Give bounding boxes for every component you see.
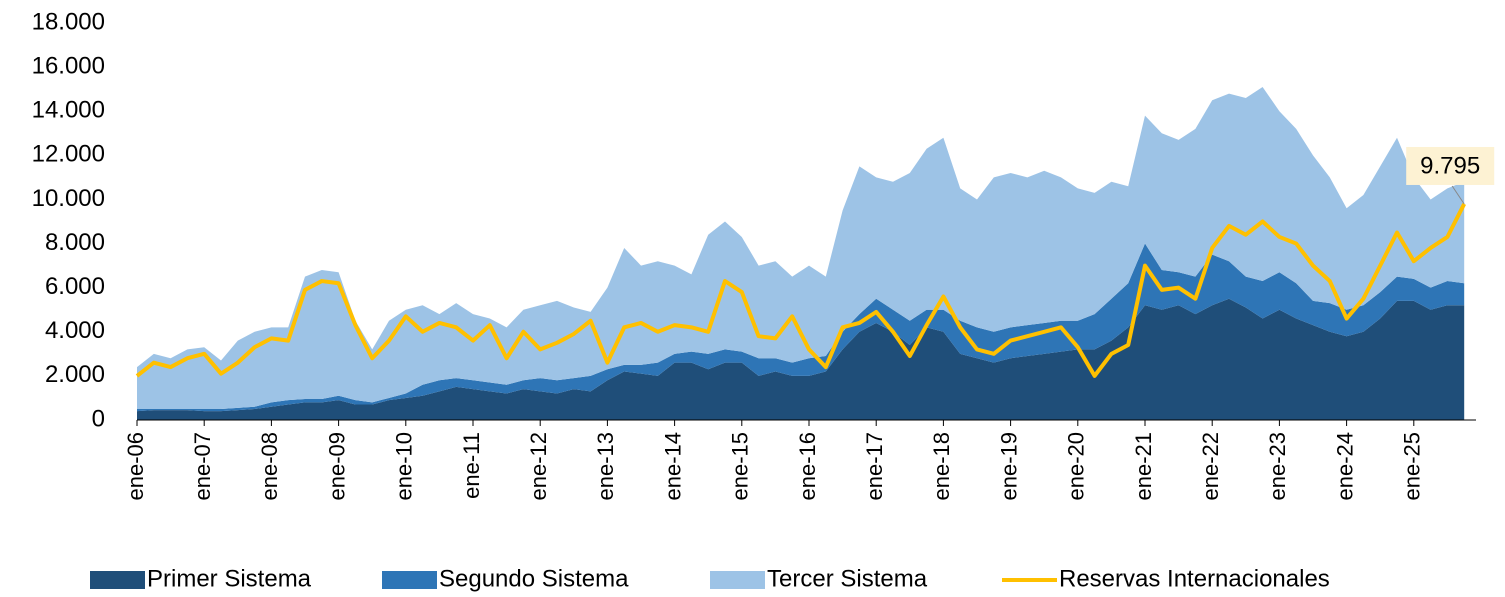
annotation-box [1406,146,1495,185]
x-tick-label: ene-11 [459,432,484,499]
y-tick-label: 10.000 [32,185,105,212]
y-tick-label: 2.000 [45,361,105,388]
legend-label: Tercer Sistema [767,565,928,592]
x-tick-label: ene-19 [996,432,1021,501]
legend-label: Primer Sistema [147,565,312,592]
x-tick-label: ene-17 [862,432,887,501]
x-tick-label: ene-24 [1332,432,1357,501]
legend-swatch [710,571,765,589]
x-tick-label: ene-10 [392,432,417,501]
x-tick-label: ene-25 [1400,432,1425,501]
x-tick-label: ene-20 [1064,432,1089,501]
x-tick-label: ene-18 [929,432,954,501]
line [135,203,1466,378]
x-tick-label: ene-15 [728,432,753,501]
y-tick-label: 6.000 [45,273,105,300]
area [137,86,1465,409]
x-tick-label: ene-14 [660,432,685,501]
x-tick-label: ene-09 [324,432,349,501]
x-tick-label: ene-07 [190,432,215,501]
x-tick-label: ene-12 [526,432,551,501]
legend-swatch [382,571,437,589]
y-tick-label: 14.000 [32,97,105,124]
data-label: 9.795 [1420,152,1480,179]
legend-label: Reservas Internacionales [1059,565,1330,592]
annotation-leader [1451,185,1465,205]
x-tick-label: ene-16 [795,432,820,501]
y-tick-label: 16.000 [32,52,105,79]
x-tick-label: ene-23 [1265,432,1290,501]
legend-label: Segundo Sistema [439,565,629,592]
x-tick-label: ene-22 [1198,432,1223,501]
x-tick-label: ene-13 [593,432,618,501]
x-tick-label: ene-21 [1131,432,1156,501]
y-tick-label: 12.000 [32,141,105,168]
y-tick-label: 4.000 [45,317,105,344]
x-tick-label: ene-08 [257,432,282,501]
area [137,243,1465,412]
y-tick-label: 0 [92,405,105,432]
x-tick-label: ene-06 [123,432,148,501]
y-tick-label: 18.000 [32,8,105,35]
y-tick-label: 8.000 [45,229,105,256]
legend-swatch [90,571,145,589]
